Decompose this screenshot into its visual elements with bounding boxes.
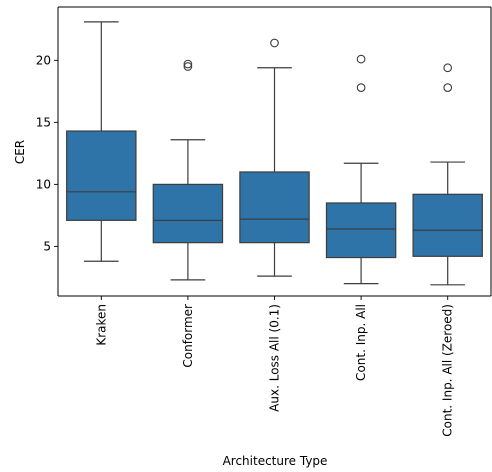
outlier-point xyxy=(356,83,366,92)
y-tick-label: 20 xyxy=(36,53,51,67)
outlier-point xyxy=(443,63,453,73)
axes: 5 10 15 20 Kraken Conformer Aux. Loss All (0.1… xyxy=(36,6,492,437)
outlier-point xyxy=(356,54,366,64)
x-tick-label: Kraken xyxy=(94,304,108,346)
box-group-4 xyxy=(325,54,397,285)
y-tick-label: 10 xyxy=(36,177,51,191)
y-tick-label: 15 xyxy=(36,115,51,129)
x-tick-label: Cont. Inp. All xyxy=(354,304,368,381)
box xyxy=(325,202,397,259)
box-group-5 xyxy=(412,63,483,286)
x-tick-label: Cont. Inp. All (Zeroed) xyxy=(441,304,455,437)
x-tick-label: Aux. Loss All (0.1) xyxy=(268,304,282,412)
outlier-point xyxy=(183,62,193,71)
box xyxy=(152,183,224,244)
box xyxy=(66,130,137,221)
x-axis-title: Architecture Type xyxy=(223,454,328,468)
box-group-1 xyxy=(66,21,137,262)
y-tick-label: 5 xyxy=(43,239,51,253)
box-group-2 xyxy=(152,59,224,281)
box xyxy=(239,171,310,244)
box-group-3 xyxy=(239,38,310,277)
plot-area xyxy=(66,21,483,286)
outlier-point xyxy=(183,59,193,69)
x-tick-label: Conformer xyxy=(181,304,195,368)
y-axis-title: CER xyxy=(13,140,27,164)
outlier-point xyxy=(443,83,453,92)
box xyxy=(412,193,483,257)
outlier-point xyxy=(270,38,279,48)
